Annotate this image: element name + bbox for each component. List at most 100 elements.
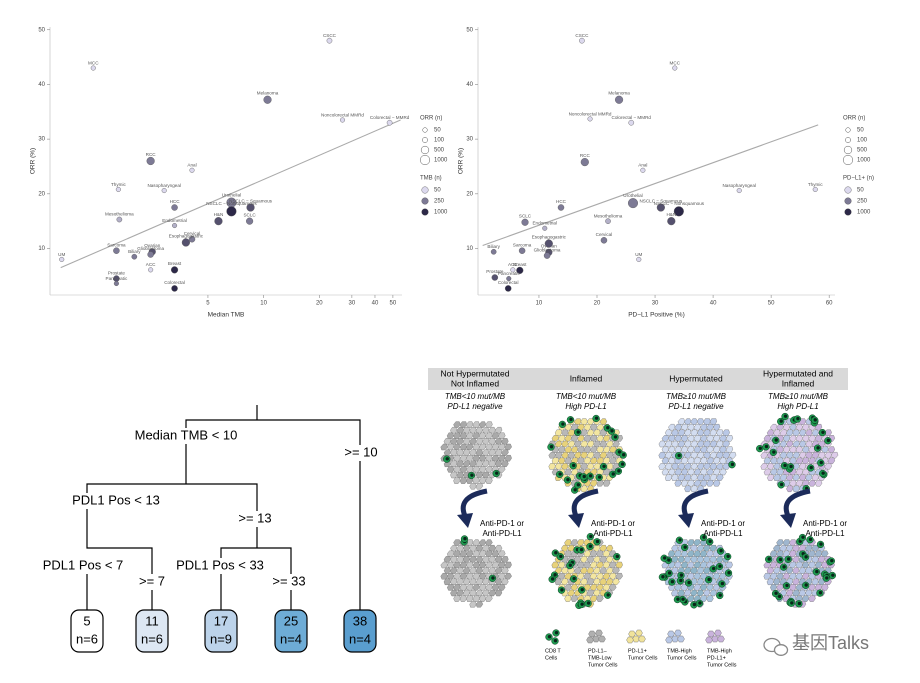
tumor-cell <box>605 556 614 563</box>
t-cell-nucleus <box>683 545 687 549</box>
tumor-cell <box>482 438 490 445</box>
tumor-cell <box>469 556 477 563</box>
tumor-cell <box>602 435 611 442</box>
tumor-cell <box>574 440 582 448</box>
tumor-cell <box>827 457 836 465</box>
treatment-arrowhead <box>780 513 796 528</box>
y-tick-label: 20 <box>38 191 45 197</box>
tumor-cell <box>590 435 598 442</box>
t-cell-nucleus <box>661 575 665 579</box>
point <box>640 167 646 173</box>
tumor-cell <box>567 440 576 448</box>
tumor-cell <box>466 432 474 440</box>
t-cell-nucleus <box>804 555 808 559</box>
tumor-cell <box>709 556 717 563</box>
tumor-cell <box>802 572 810 580</box>
tumor-cell <box>792 578 800 586</box>
tumor-cell <box>498 454 506 462</box>
tumor-cell <box>795 468 804 476</box>
point <box>667 217 676 226</box>
cell-cluster <box>658 418 737 493</box>
tree-leaf <box>70 609 104 653</box>
t-cell-nucleus <box>606 593 610 597</box>
tumor-cell <box>683 556 692 563</box>
tumor-cell <box>602 584 611 591</box>
tumor-cell <box>609 446 617 453</box>
t-cell-nucleus <box>580 587 584 592</box>
tumor-cell <box>472 572 480 580</box>
tumor-cell <box>674 446 682 453</box>
tumor-cell <box>687 561 695 569</box>
tree-label-bg <box>341 445 381 461</box>
point <box>627 198 638 209</box>
point-label: Cervical <box>596 232 613 237</box>
tumor-cell <box>687 446 695 453</box>
tumor-cell <box>593 567 601 574</box>
tumor-cell <box>763 468 772 476</box>
tumor-cell <box>580 567 588 574</box>
tumor-cell <box>574 451 582 459</box>
tumor-cell <box>792 474 800 481</box>
t-cell-nucleus <box>617 469 621 473</box>
legend-cell <box>586 636 594 644</box>
point <box>115 186 121 192</box>
tumor-cell <box>603 446 611 453</box>
tumor-cell <box>596 435 604 442</box>
tumor-cell <box>690 485 698 493</box>
tumor-cell <box>577 561 585 569</box>
t-cell-nucleus <box>547 634 552 639</box>
point-label: Mesothelioma <box>594 213 623 218</box>
tumor-cell <box>799 474 807 481</box>
tumor-cell <box>453 561 461 569</box>
tumor-cell <box>580 485 588 493</box>
tumor-cell <box>687 572 695 580</box>
tumor-cell <box>690 451 698 459</box>
tumor-cell <box>593 429 601 437</box>
tumor-cell <box>687 550 695 558</box>
tumor-cell <box>763 561 771 569</box>
t-cell-nucleus <box>491 576 495 580</box>
tumor-cell <box>596 572 604 580</box>
tumor-cell <box>494 438 503 445</box>
tree-leaf-n: n=4 <box>349 631 371 646</box>
tumor-cell <box>696 589 705 597</box>
t-cell-nucleus <box>667 558 671 562</box>
t-cell-nucleus <box>681 597 685 601</box>
point <box>147 251 154 258</box>
tumor-cell <box>786 485 794 493</box>
legend-label: TMB-High <box>707 648 732 654</box>
tumor-cell <box>488 556 496 563</box>
tumor-cell <box>719 446 727 453</box>
tumor-cell <box>482 460 490 468</box>
tumor-cell <box>703 589 711 597</box>
tumor-cell <box>501 567 509 574</box>
tumor-cell <box>801 561 810 569</box>
tumor-cell <box>485 477 493 484</box>
tumor-cell <box>706 479 714 487</box>
point <box>146 156 155 166</box>
point-label: Noncolorectal MMRd <box>321 112 364 117</box>
point <box>587 116 593 122</box>
t-cell-nucleus <box>821 471 825 475</box>
tumor-cell <box>687 435 695 442</box>
tumor-cell <box>491 432 499 440</box>
t-cell-nucleus <box>610 429 614 433</box>
tumor-cell <box>570 435 579 442</box>
tree-leaf <box>343 609 377 653</box>
tumor-cell <box>466 466 474 473</box>
tumor-cell <box>814 479 823 487</box>
tumor-cell <box>462 544 471 552</box>
tumor-cell <box>482 426 490 434</box>
tumor-cell <box>469 567 477 574</box>
tumor-cell <box>466 572 474 580</box>
tumor-cell <box>789 561 797 569</box>
tumor-cell <box>469 578 477 586</box>
point-label: Breast <box>513 262 527 267</box>
x-tick-label: 20 <box>594 301 601 307</box>
tumor-cell <box>706 468 714 476</box>
tumor-cell <box>681 423 689 431</box>
tumor-cell <box>713 435 721 442</box>
tumor-cell <box>494 426 503 434</box>
tumor-cell <box>557 561 566 569</box>
tumor-cell <box>462 567 471 574</box>
